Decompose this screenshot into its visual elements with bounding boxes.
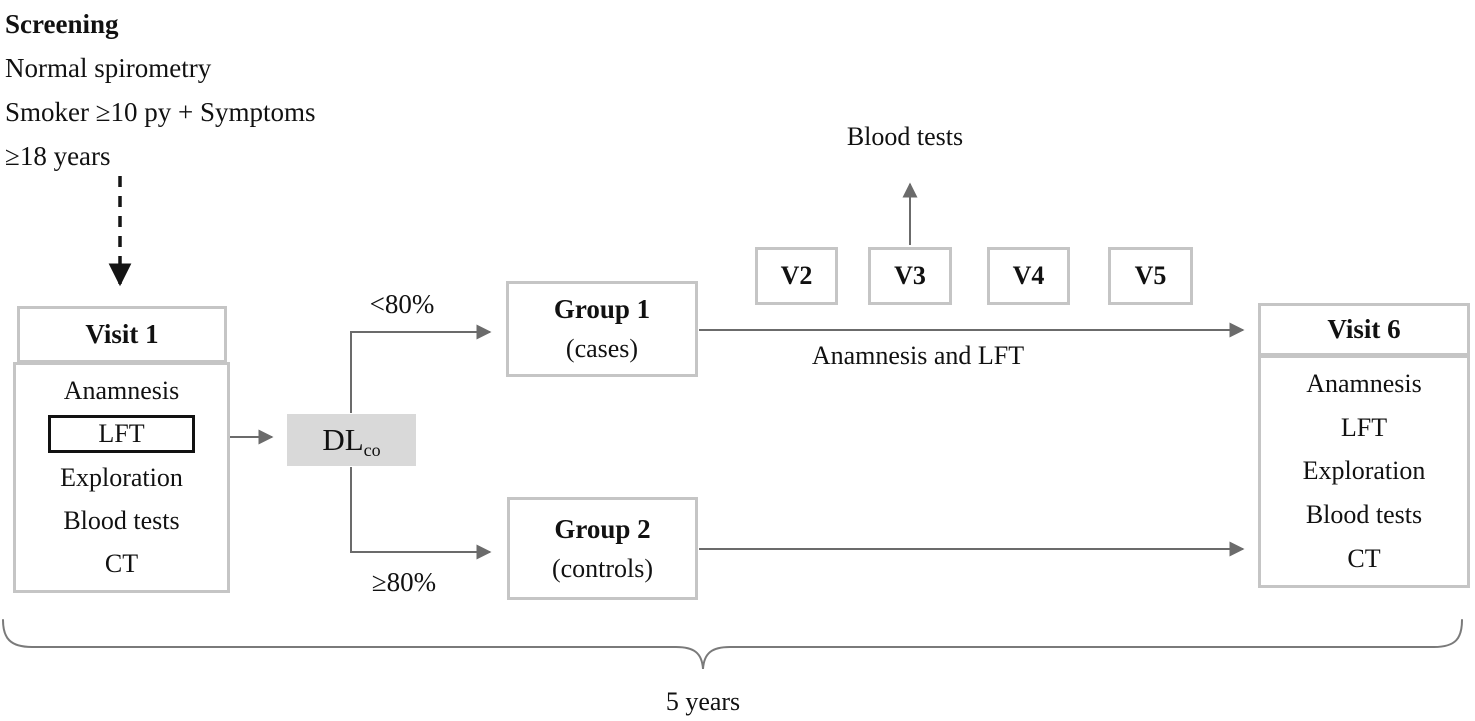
screening-title: Screening: [5, 9, 119, 39]
dlco-subscript: co: [363, 439, 381, 460]
timeline-duration-label: 5 years: [665, 687, 741, 716]
dlco-box: DL co: [287, 414, 416, 466]
branch-lower-line: [350, 467, 492, 560]
visit1-item-exploration: Exploration: [60, 462, 183, 492]
visit-box-v5: V5: [1108, 247, 1193, 305]
branch-upper-label: <80%: [369, 289, 435, 319]
timeline-brace: [2, 619, 1463, 670]
visit6-item-blood-tests: Blood tests: [1305, 500, 1423, 530]
group1-subtitle: (cases): [565, 334, 639, 363]
visit6-title: Visit 6: [1327, 314, 1401, 344]
dlco-label: DL: [322, 422, 364, 457]
group1-title: Group 1: [553, 294, 651, 324]
v2-label: V2: [780, 261, 813, 290]
visit-box-v4: V4: [987, 247, 1070, 305]
lft-highlight-box: LFT: [48, 415, 195, 454]
visit1-item-blood-tests: Blood tests: [63, 505, 180, 535]
visit6-header: Visit 6: [1258, 303, 1470, 356]
visit6-item-lft: LFT: [1340, 412, 1388, 442]
visit1-body: Anamnesis LFT Exploration Blood tests CT: [13, 362, 230, 593]
screening-criterion-age: ≥18 years: [5, 141, 111, 171]
visit1-title: Visit 1: [85, 319, 159, 349]
group1-box: Group 1 (cases): [506, 281, 698, 377]
visit1-item-lft-row: LFT: [16, 412, 227, 455]
branch-lower-label: ≥80%: [371, 567, 437, 597]
visit6-item-anamnesis: Anamnesis: [1306, 368, 1422, 398]
blood-tests-annotation: Blood tests: [846, 122, 964, 151]
visit-box-v2: V2: [755, 247, 838, 305]
v4-label: V4: [1012, 261, 1045, 290]
visit6-body: Anamnesis LFT Exploration Blood tests CT: [1258, 355, 1470, 588]
screening-block: Screening Normal spirometry Smoker ≥10 p…: [5, 2, 316, 178]
visit-box-v3: V3: [868, 247, 952, 305]
anamnesis-lft-path-label: Anamnesis and LFT: [811, 341, 1025, 370]
visit1-item-ct: CT: [104, 549, 139, 579]
v5-label: V5: [1134, 261, 1167, 290]
visit1-item-anamnesis: Anamnesis: [63, 375, 180, 405]
group2-subtitle: (controls): [551, 553, 654, 583]
screening-criterion-spirometry: Normal spirometry: [5, 53, 212, 83]
group2-title: Group 2: [554, 513, 651, 544]
visit6-item-exploration: Exploration: [1302, 456, 1426, 486]
visit6-item-ct: CT: [1347, 544, 1381, 574]
branch-upper-line: [350, 324, 492, 413]
v3-label: V3: [894, 261, 926, 290]
visit1-header: Visit 1: [17, 306, 227, 363]
screening-criterion-smoker: Smoker ≥10 py + Symptoms: [5, 97, 316, 127]
group2-box: Group 2 (controls): [507, 497, 698, 600]
